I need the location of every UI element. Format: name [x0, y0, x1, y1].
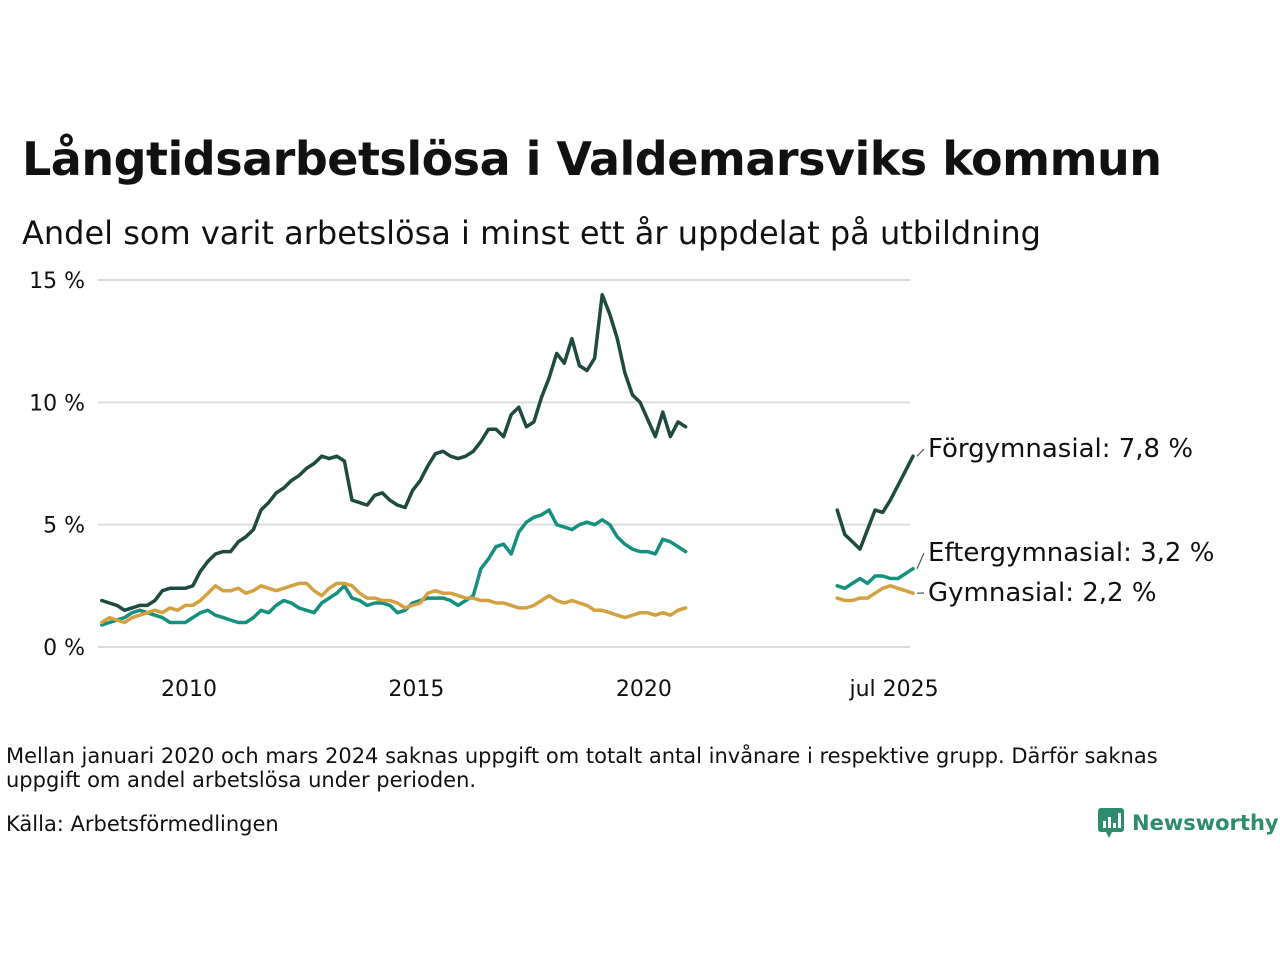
- y-tick-label: 0 %: [43, 636, 85, 661]
- y-tick-label: 5 %: [43, 514, 85, 539]
- series-end-label: Eftergymnasial: 3,2 %: [928, 538, 1214, 568]
- y-tick-label: 10 %: [29, 391, 85, 416]
- series-line-gymnasial: [100, 581, 915, 625]
- newsworthy-logo-icon: [1098, 808, 1124, 838]
- y-tick-label: 15 %: [29, 269, 85, 294]
- line-chart: 0 % 5 % 10 % 15 % 2010 2015 2020 jul 2025 Förg…: [29, 269, 1214, 702]
- footnote: Mellan januari 2020 och mars 2024 saknas…: [6, 744, 1158, 792]
- label-connector: [916, 552, 925, 569]
- gridlines: [98, 279, 910, 648]
- label-connector: [916, 448, 925, 457]
- series-line-förgymnasial: [100, 292, 915, 613]
- series-end-label: Förgymnasial: 7,8 %: [928, 434, 1193, 464]
- series-lines: [100, 292, 915, 627]
- y-axis: 0 % 5 % 10 % 15 %: [29, 269, 85, 661]
- x-tick-label: 2015: [388, 677, 444, 702]
- brand-logo[interactable]: Newsworthy: [1098, 808, 1279, 838]
- chart-title: Långtidsarbetslösa i Valdemarsviks kommu…: [22, 132, 1162, 186]
- x-tick-label: jul 2025: [849, 677, 939, 702]
- chart-subtitle: Andel som varit arbetslösa i minst ett å…: [22, 214, 1041, 252]
- brand-name: Newsworthy: [1132, 811, 1279, 835]
- x-axis: 2010 2015 2020 jul 2025: [161, 677, 939, 702]
- x-tick-label: 2010: [161, 677, 217, 702]
- series-end-label: Gymnasial: 2,2 %: [928, 578, 1157, 608]
- x-tick-label: 2020: [616, 677, 672, 702]
- series-end-labels: Förgymnasial: 7,8 % Eftergymnasial: 3,2 %…: [916, 434, 1214, 608]
- source-text: Källa: Arbetsförmedlingen: [6, 812, 279, 836]
- series-line-eftergymnasial: [100, 508, 915, 627]
